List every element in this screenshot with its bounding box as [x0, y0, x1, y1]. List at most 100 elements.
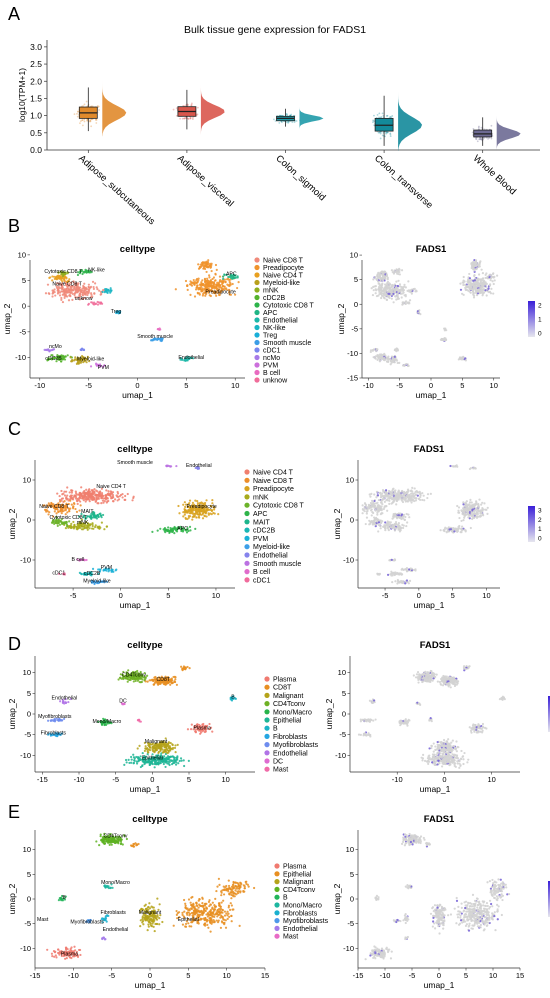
expression-point	[465, 284, 468, 288]
cluster-label: cDC1	[52, 570, 65, 576]
cell-point	[63, 358, 67, 361]
cell-point	[60, 522, 64, 525]
data-point	[386, 131, 388, 134]
x-tick-label: -5	[112, 775, 119, 784]
expression-point	[405, 524, 408, 528]
expression-point	[396, 497, 400, 500]
x-tick-label: 5	[166, 591, 170, 600]
expression-point	[396, 582, 399, 585]
cell-point	[100, 292, 103, 295]
y-tick-label: 0	[22, 302, 26, 311]
cell-point	[109, 490, 112, 493]
data-point	[286, 121, 288, 124]
cell-point	[70, 360, 73, 363]
cell-point	[61, 286, 64, 289]
expression-point	[410, 292, 413, 295]
cell-point	[73, 359, 76, 362]
cell-point	[194, 527, 197, 530]
cell-point	[78, 298, 81, 301]
cell-point	[94, 514, 97, 517]
cell-point	[89, 295, 93, 299]
cell-point	[58, 286, 62, 290]
y-tick-label: 0	[27, 710, 31, 719]
cell-point	[75, 510, 79, 513]
expression-point	[475, 507, 478, 510]
cell-point	[100, 521, 103, 524]
expression-point	[375, 490, 379, 493]
cell-point	[215, 268, 218, 271]
cell-point	[212, 284, 215, 287]
cell-point	[63, 272, 66, 275]
cell-point	[117, 312, 120, 315]
legend-label: Naive CD8 T	[263, 258, 304, 265]
expression-point	[395, 495, 398, 498]
expression-point	[377, 518, 380, 521]
expression-point	[404, 302, 407, 305]
cell-point	[92, 287, 95, 291]
expression-point	[383, 505, 386, 508]
cell-point	[81, 272, 84, 276]
cell-point	[198, 510, 201, 513]
expression-point	[478, 498, 481, 501]
data-point	[290, 113, 293, 116]
colorbar-bar	[528, 506, 535, 542]
expression-point	[480, 268, 483, 271]
cell-point	[85, 558, 88, 562]
panel-a: A Bulk tissue gene expression for FADS1 …	[8, 4, 540, 227]
expression-point	[370, 287, 373, 290]
cell-point	[118, 676, 122, 679]
cell-point	[191, 518, 194, 521]
legend-label: MAIT	[253, 519, 270, 526]
cell-point	[105, 291, 109, 294]
cell-point	[188, 525, 192, 528]
legend-label: Myeloid-like	[253, 544, 290, 551]
expression-point	[484, 273, 487, 277]
cell-point	[51, 289, 54, 292]
data-point	[175, 114, 178, 117]
x-tick-label: 5	[184, 381, 188, 390]
legend-swatch	[254, 294, 260, 301]
expression-point	[481, 284, 484, 287]
cell-point	[199, 263, 202, 266]
data-point	[81, 119, 83, 121]
colorbar-bar	[528, 301, 535, 337]
expression-point	[383, 358, 387, 361]
cell-point	[48, 276, 51, 280]
expression-point	[400, 526, 403, 529]
expression-point	[375, 294, 379, 298]
legend-label: Myeloid-like	[263, 280, 300, 287]
left-plot-title: celltype	[120, 244, 155, 255]
cell-point	[78, 288, 81, 291]
legend-label: Cytotoxic CD8 T	[253, 503, 305, 510]
legend-label: cDC2B	[263, 295, 286, 302]
cell-point	[67, 291, 71, 294]
cluster-label: B cell	[72, 557, 85, 563]
legend-swatch	[254, 339, 260, 346]
expression-point	[361, 504, 364, 507]
legend-label: Smooth muscle	[263, 340, 311, 347]
cell-point	[92, 285, 95, 289]
legend-label: Cytotoxic CD8 T	[263, 303, 315, 310]
expression-point	[462, 513, 465, 516]
expression-point	[376, 355, 380, 358]
cell-point	[106, 496, 109, 499]
expression-point	[410, 567, 413, 570]
cell-point	[206, 282, 209, 286]
expression-point	[386, 525, 390, 529]
x-tick-label: -10	[74, 775, 85, 784]
expression-point	[398, 270, 401, 274]
expression-point	[463, 511, 466, 514]
cell-point	[192, 278, 195, 282]
y-tick-label: -10	[343, 556, 354, 565]
right-xlabel: umap_1	[414, 600, 445, 610]
data-point	[487, 137, 489, 140]
data-point	[379, 132, 382, 135]
expression-point	[458, 516, 461, 520]
cell-point	[113, 498, 117, 501]
cell-point	[79, 504, 82, 507]
data-point	[490, 137, 493, 140]
expression-point	[460, 358, 463, 361]
cell-point	[124, 498, 127, 501]
cell-point	[88, 288, 91, 291]
expression-point	[361, 512, 364, 515]
